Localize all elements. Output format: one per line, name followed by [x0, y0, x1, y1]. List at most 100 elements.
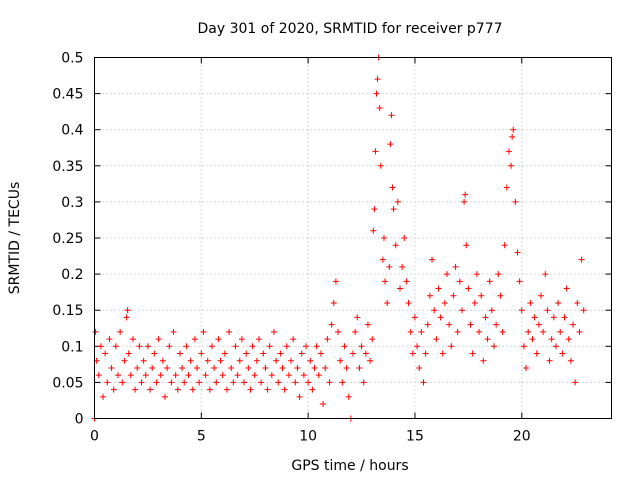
data-point: [121, 357, 128, 364]
data-point: [132, 386, 139, 393]
data-point: [309, 386, 316, 393]
data-point: [387, 141, 394, 148]
data-point: [499, 328, 506, 335]
data-point: [305, 379, 312, 386]
data-point: [382, 278, 389, 285]
data-point: [518, 307, 525, 314]
data-point: [444, 271, 450, 278]
data-point: [183, 343, 190, 350]
y-tick-label: 0.45: [52, 87, 83, 103]
data-point: [448, 343, 455, 350]
data-point: [296, 393, 303, 400]
data-point: [574, 299, 581, 306]
data-point: [322, 364, 329, 371]
data-point: [369, 336, 376, 343]
axis-ticks: [94, 57, 612, 419]
data-point: [433, 336, 440, 343]
data-point: [465, 285, 472, 292]
data-point: [279, 364, 286, 371]
data-point: [290, 336, 297, 343]
data-point: [454, 328, 461, 335]
data-point: [328, 321, 335, 328]
data-point: [544, 307, 551, 314]
data-point: [206, 386, 213, 393]
data-point: [458, 307, 465, 314]
data-point: [162, 393, 168, 400]
data-point: [138, 379, 145, 386]
data-point: [535, 321, 542, 328]
data-point: [548, 336, 555, 343]
data-point: [191, 336, 198, 343]
data-point: [570, 321, 577, 328]
data-point: [495, 271, 502, 278]
data-point: [508, 162, 515, 169]
data-point: [471, 299, 478, 306]
data-point: [307, 357, 314, 364]
data-point: [401, 235, 408, 241]
data-point: [572, 379, 579, 386]
data-point: [129, 336, 136, 343]
data-point: [520, 343, 527, 350]
data-point: [559, 350, 566, 357]
data-point: [567, 357, 574, 364]
data-point: [144, 343, 151, 350]
data-point: [262, 364, 269, 371]
data-point: [411, 314, 418, 321]
data-point: [503, 184, 510, 191]
data-point: [407, 328, 414, 335]
data-point: [435, 285, 442, 292]
data-point: [166, 343, 173, 350]
data-point: [431, 307, 438, 314]
data-point: [542, 271, 549, 278]
data-point: [332, 278, 339, 285]
data-point: [260, 350, 267, 357]
x-tick-label: 20: [513, 429, 531, 445]
data-point: [219, 372, 226, 379]
data-point: [345, 393, 352, 400]
data-point: [317, 350, 324, 357]
y-tick-label: 0.15: [52, 303, 83, 319]
data-point: [288, 357, 295, 364]
data-point: [194, 364, 201, 371]
data-point: [268, 372, 275, 379]
data-point: [245, 364, 252, 371]
data-point: [230, 379, 237, 386]
data-point: [557, 328, 564, 335]
data-point: [315, 372, 322, 379]
grid-lines: [94, 57, 612, 419]
data-point: [97, 343, 104, 350]
data-point: [112, 343, 119, 350]
data-point: [151, 350, 158, 357]
data-point: [294, 364, 301, 371]
data-point: [104, 379, 111, 386]
y-axis-title: SRMTID / TECUs: [7, 182, 23, 295]
data-point: [491, 343, 497, 350]
data-point: [527, 299, 534, 306]
data-point: [469, 350, 476, 357]
y-tick-label: 0.3: [61, 195, 83, 211]
data-point: [95, 372, 102, 379]
data-point: [540, 328, 547, 335]
data-point: [326, 379, 333, 386]
data-point: [253, 357, 260, 364]
y-tick-label: 0.4: [61, 123, 83, 139]
data-point: [124, 307, 131, 314]
data-point: [234, 372, 241, 379]
data-point: [501, 242, 508, 249]
data-point: [123, 314, 130, 321]
data-point: [303, 343, 309, 350]
data-point: [337, 357, 344, 364]
data-point: [424, 321, 431, 328]
data-point: [467, 321, 474, 328]
x-tick-label: 5: [197, 429, 206, 445]
data-point: [232, 343, 239, 350]
data-point: [388, 112, 395, 119]
data-point: [343, 364, 350, 371]
data-point: [514, 249, 521, 256]
data-point: [102, 350, 109, 357]
data-point: [392, 242, 399, 249]
data-point: [525, 328, 532, 335]
data-point: [533, 350, 540, 357]
data-point: [125, 350, 132, 357]
